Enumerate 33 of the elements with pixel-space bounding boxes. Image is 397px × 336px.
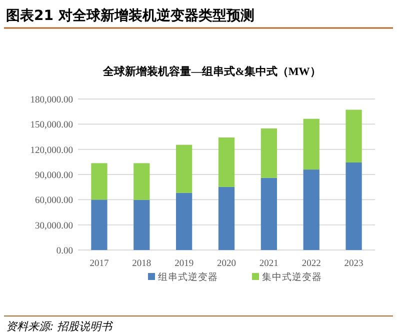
bar: [176, 192, 192, 250]
chart-subtitle: 图表21 对全球新增装机逆变器类型预测: [6, 7, 254, 24]
bar: [91, 200, 108, 250]
x-tick-label: 2019: [174, 259, 194, 269]
bar: [91, 163, 108, 200]
bar: [303, 170, 320, 250]
legend-label: 集中式逆变器: [262, 271, 322, 283]
y-tick-label: 120,000.00: [30, 146, 74, 156]
bar: [218, 138, 235, 187]
x-tick-label: 2023: [344, 259, 364, 269]
x-tick-label: 2021: [259, 259, 279, 269]
bar: [218, 186, 235, 250]
chart-title: 全球新增装机容量—组串式&集中式（MW）: [102, 65, 321, 78]
x-tick-label: 2018: [132, 259, 152, 269]
bar: [176, 144, 192, 193]
bar: [260, 178, 277, 250]
bar: [303, 118, 320, 170]
bar: [346, 162, 362, 250]
y-tick-label: 90,000.00: [35, 171, 74, 181]
y-tick-label: 180,000.00: [30, 96, 74, 106]
y-tick-label: 60,000.00: [35, 196, 74, 206]
bar: [346, 110, 362, 163]
y-tick-label: 30,000.00: [35, 221, 74, 232]
x-tick-label: 2022: [302, 259, 322, 269]
legend-label: 组串式逆变器: [158, 271, 218, 283]
x-tick-label: 2020: [217, 259, 236, 269]
text: 资料来源: 招股说明书: [6, 320, 114, 333]
y-tick-label: 150,000.00: [30, 120, 74, 131]
x-tick-label: 2017: [90, 259, 109, 269]
bar: [134, 163, 150, 200]
y-tick-label: 0.00: [56, 246, 74, 256]
bar: [134, 200, 150, 250]
bar: [260, 128, 277, 178]
